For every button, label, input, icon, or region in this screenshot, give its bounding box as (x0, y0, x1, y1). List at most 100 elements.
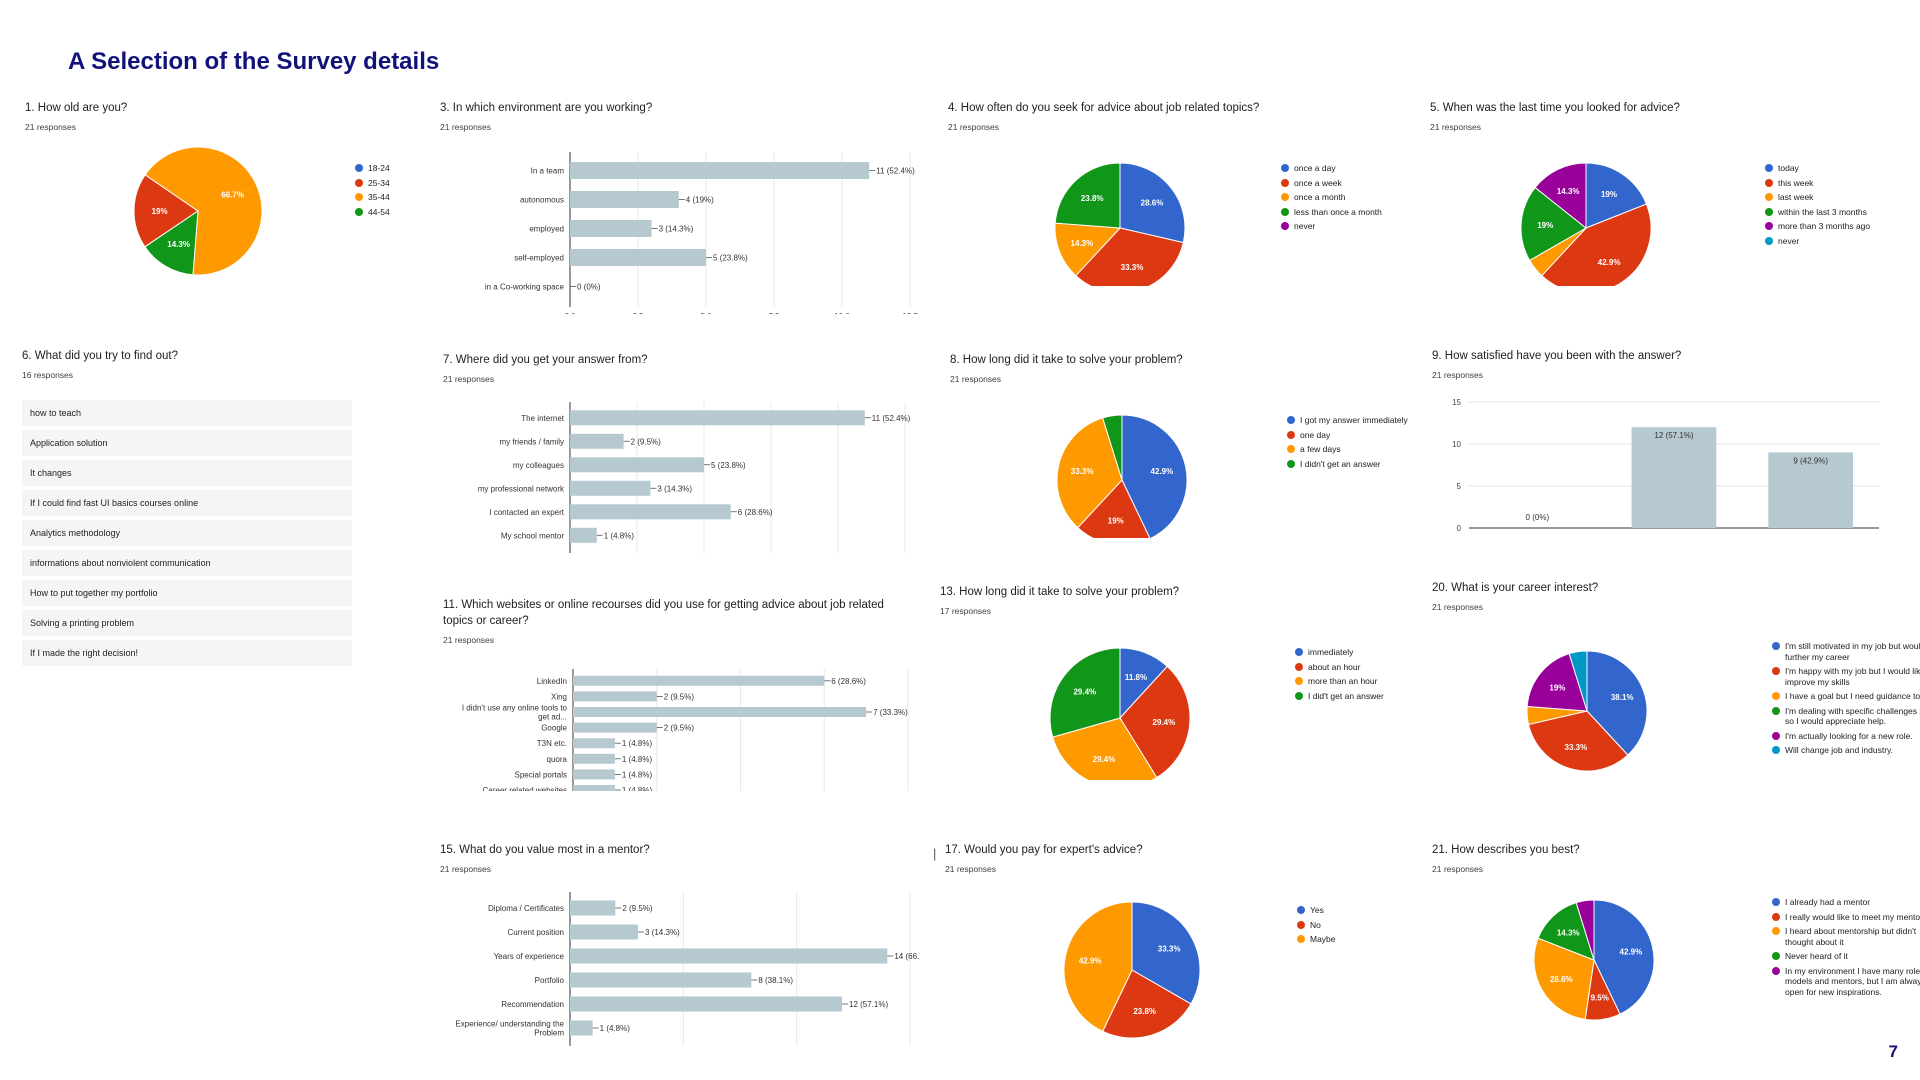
bar-value-label: 3 (14.3%) (657, 484, 692, 493)
chart-legend: Yes No Maybe (1297, 905, 1437, 949)
pie-slice-label: 19% (1537, 221, 1553, 230)
pie-slice-once-a-month (1054, 222, 1122, 277)
question-title: 5. When was the last time you looked for… (1430, 102, 1680, 114)
bar (1631, 427, 1717, 528)
question-panel-q7: 7. Where did you get your answer from? 21… (443, 352, 923, 553)
legend-item: last week (1765, 192, 1905, 203)
chart-q3: 0.0 2.5 5.0 7.5 10.0 12.5 11 (52.4%) In a team 4… (485, 152, 918, 314)
legend-swatch-icon (1287, 416, 1295, 424)
category-label: Portfolio (535, 976, 565, 985)
y-tick-label: 0 (1457, 524, 1462, 532)
bar-value-label: 2 (9.5%) (664, 724, 695, 733)
pie-slice-i-m-still-motivated-in-my-job-but-would- (1586, 650, 1648, 756)
bar (573, 675, 825, 686)
pie-slice-label: 14.3% (1557, 928, 1580, 937)
bar-value-label: 6 (28.6%) (831, 677, 866, 686)
question-title: 20. What is your career interest? (1432, 582, 1599, 594)
question-title: 9. How satisfied have you been with the … (1432, 350, 1682, 362)
response-count: 21 responses (948, 122, 1000, 132)
category-label: I didn't use any online tools to (462, 704, 568, 713)
legend-item: I'm happy with my job but I would like t… (1772, 666, 1920, 687)
bar (570, 162, 870, 179)
legend-item: I have a goal but I need guidance to get… (1772, 691, 1920, 702)
legend-item: never (1765, 236, 1905, 247)
legend-item: once a month (1281, 192, 1421, 203)
legend-swatch-icon (1297, 906, 1305, 914)
question-title: 21. How describes you best? (1432, 844, 1580, 856)
legend-label: more than 3 months ago (1778, 221, 1871, 231)
question-title: 17. Would you pay for expert's advice? (945, 844, 1143, 856)
chart-legend: I already had a mentor I really would lik… (1772, 897, 1920, 1001)
legend-swatch-icon (1295, 648, 1303, 656)
bar-value-label: 0 (0%) (1526, 513, 1550, 522)
legend-swatch-icon (355, 164, 363, 172)
list-item: Analytics methodology (22, 520, 352, 546)
bar (573, 691, 657, 702)
pie-slice-maybe (1063, 901, 1133, 1033)
legend-swatch-icon (1772, 952, 1780, 960)
bar (570, 220, 652, 237)
legend-label: I'm happy with my job but I would like t… (1785, 666, 1920, 687)
bar (573, 785, 615, 791)
pie-slice-label: 29.4% (1073, 687, 1096, 696)
legend-item: Maybe (1297, 934, 1437, 945)
pie-slice-label: 14.3% (1557, 187, 1580, 196)
legend-swatch-icon (1765, 222, 1773, 230)
list-item: Solving a printing problem (22, 610, 352, 636)
pie-slice-label: 33.3% (1565, 743, 1588, 752)
category-label: Special portals (515, 770, 567, 779)
legend-label: Will change job and industry. (1785, 745, 1894, 755)
response-count: 21 responses (1432, 370, 1484, 380)
category-label: In a team (531, 167, 565, 176)
legend-swatch-icon (1297, 920, 1305, 929)
question-panel-q20: 20. What is your career interest? 21 resp… (1432, 580, 1920, 772)
question-title: 13. How long did it take to solve your p… (940, 586, 1180, 598)
legend-swatch-icon (1281, 193, 1289, 201)
pie-slice-yes (1131, 901, 1201, 1005)
response-count: 21 responses (1432, 864, 1484, 874)
chart-legend: 18-24 25-34 35-44 44-54 (355, 163, 495, 221)
legend-label: less than once a month (1294, 206, 1382, 217)
response-count: 21 responses (945, 864, 997, 874)
category-label: Experience/ understanding the (455, 1020, 564, 1029)
pie-slice-label: 19% (1601, 190, 1617, 199)
bar-value-label: 11 (52.4%) (872, 414, 911, 423)
category-label: I contacted an expert (489, 508, 564, 517)
legend-item: I'm dealing with specific challenges in … (1772, 706, 1920, 727)
question-title: 1. How old are you? (25, 102, 128, 114)
question-panel-q3: 3. In which environment are you working?… (440, 100, 920, 314)
pie-slice-i-m-actually-looking-for-a-new-role (1526, 653, 1588, 712)
legend-item: I got my answer immediately (1287, 415, 1427, 426)
chart-q1: 19% 66.7% 14.3% (133, 146, 263, 276)
legend-swatch-icon (355, 193, 363, 201)
category-label: T3N etc. (537, 739, 567, 748)
chart-q20: 38.1% 33.3% 19% (1526, 650, 1648, 772)
chart-legend: once a day once a week once a month less th… (1281, 163, 1421, 236)
legend-label: within the last 3 months (1778, 206, 1867, 217)
legend-label: Maybe (1310, 934, 1336, 944)
bar (570, 527, 597, 543)
question-title: 3. In which environment are you working? (440, 102, 653, 114)
legend-label: about an hour (1308, 661, 1361, 672)
legend-item: I heard about mentorship but didn't thou… (1772, 926, 1920, 947)
y-tick-label: 10 (1452, 440, 1461, 449)
legend-item: I already had a mentor (1772, 897, 1920, 908)
legend-label: I'm actually looking for a new role. (1785, 730, 1913, 741)
legend-swatch-icon (1295, 662, 1303, 671)
page-number: 7 (1888, 1042, 1898, 1061)
category-label: Xing (551, 692, 567, 701)
legend-item: less than once a month (1281, 207, 1421, 218)
pie-slice-label: 19% (152, 207, 168, 216)
legend-swatch-icon (1765, 164, 1773, 172)
pie-slice-i-m-happy-with-my-job-but-i-would-like-t (1527, 710, 1629, 772)
legend-swatch-icon (1765, 236, 1773, 245)
pie-slice-once-a-day (1119, 162, 1186, 244)
bar-value-label: 0 (0%) (577, 283, 601, 292)
bar-value-label: 14 (66.7%) (894, 952, 920, 961)
category-label: quora (547, 755, 568, 764)
pie-slice-this-week (1541, 203, 1652, 286)
bar (570, 972, 752, 988)
x-tick-label: 7.5 (768, 312, 780, 314)
legend-label: 25-34 (368, 177, 390, 188)
pie-slice-35-44 (144, 146, 263, 276)
